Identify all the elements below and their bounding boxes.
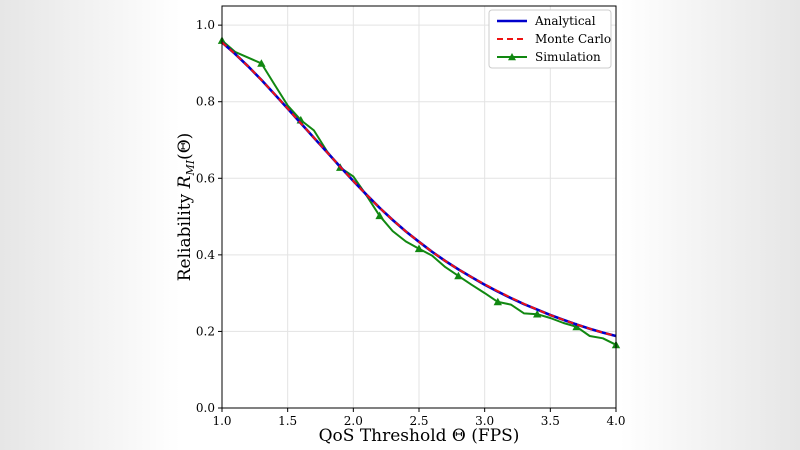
series-layer bbox=[217, 36, 621, 349]
right-blur-backdrop bbox=[620, 0, 800, 450]
simulation-marker bbox=[493, 297, 502, 306]
simulation-marker bbox=[257, 59, 266, 67]
y-axis-title-subscript: MI bbox=[184, 159, 197, 176]
x-tick-label: 2.0 bbox=[344, 414, 363, 428]
legend-label: Monte Carlo bbox=[535, 32, 611, 46]
x-tick-label: 1.5 bbox=[278, 414, 297, 428]
legend-box bbox=[488, 9, 612, 69]
y-axis-title-suffix: (Θ) bbox=[175, 133, 195, 160]
y-tick-label: 0.6 bbox=[196, 171, 215, 185]
y-tick-label: 0.4 bbox=[196, 248, 215, 262]
y-axis-title-symbol: R bbox=[175, 175, 195, 189]
y-axis-title-prefix: Reliability bbox=[175, 188, 195, 281]
legend: Analytical Monte Carlo Simulation bbox=[488, 9, 612, 69]
simulation-marker bbox=[572, 322, 581, 331]
simulation-marker bbox=[414, 244, 424, 253]
y-tick-label: 0.2 bbox=[196, 324, 215, 338]
y-axis-title: Reliability RMI(Θ) bbox=[175, 133, 197, 282]
series-monte-carlo-line bbox=[221, 41, 617, 337]
y-tick-label: 0.8 bbox=[196, 95, 215, 109]
x-tick-label: 2.5 bbox=[409, 414, 428, 428]
simulation-marker bbox=[454, 271, 463, 280]
x-tick-label: 3.5 bbox=[541, 414, 560, 428]
ticks: 1.0 1.5 2.0 2.5 3.0 3.5 4.0 0.0 0.2 0.4 0.6 0.8 1.0 bbox=[196, 18, 626, 428]
y-tick-label: 0.0 bbox=[196, 401, 215, 415]
legend-label: Analytical bbox=[534, 14, 596, 28]
y-tick-label: 1.0 bbox=[196, 18, 215, 32]
figure-background bbox=[218, 0, 622, 445]
x-axis-title: QoS Threshold Θ (FPS) bbox=[319, 426, 520, 446]
simulation-marker bbox=[533, 310, 542, 318]
legend-marker bbox=[508, 53, 516, 61]
x-tick-label: 4.0 bbox=[606, 414, 625, 428]
simulation-marker bbox=[375, 211, 384, 220]
x-tick-label: 1.0 bbox=[212, 414, 231, 428]
x-tick-label: 3.0 bbox=[475, 414, 494, 428]
left-blur-backdrop bbox=[0, 0, 180, 450]
legend-label: Simulation bbox=[535, 50, 601, 64]
